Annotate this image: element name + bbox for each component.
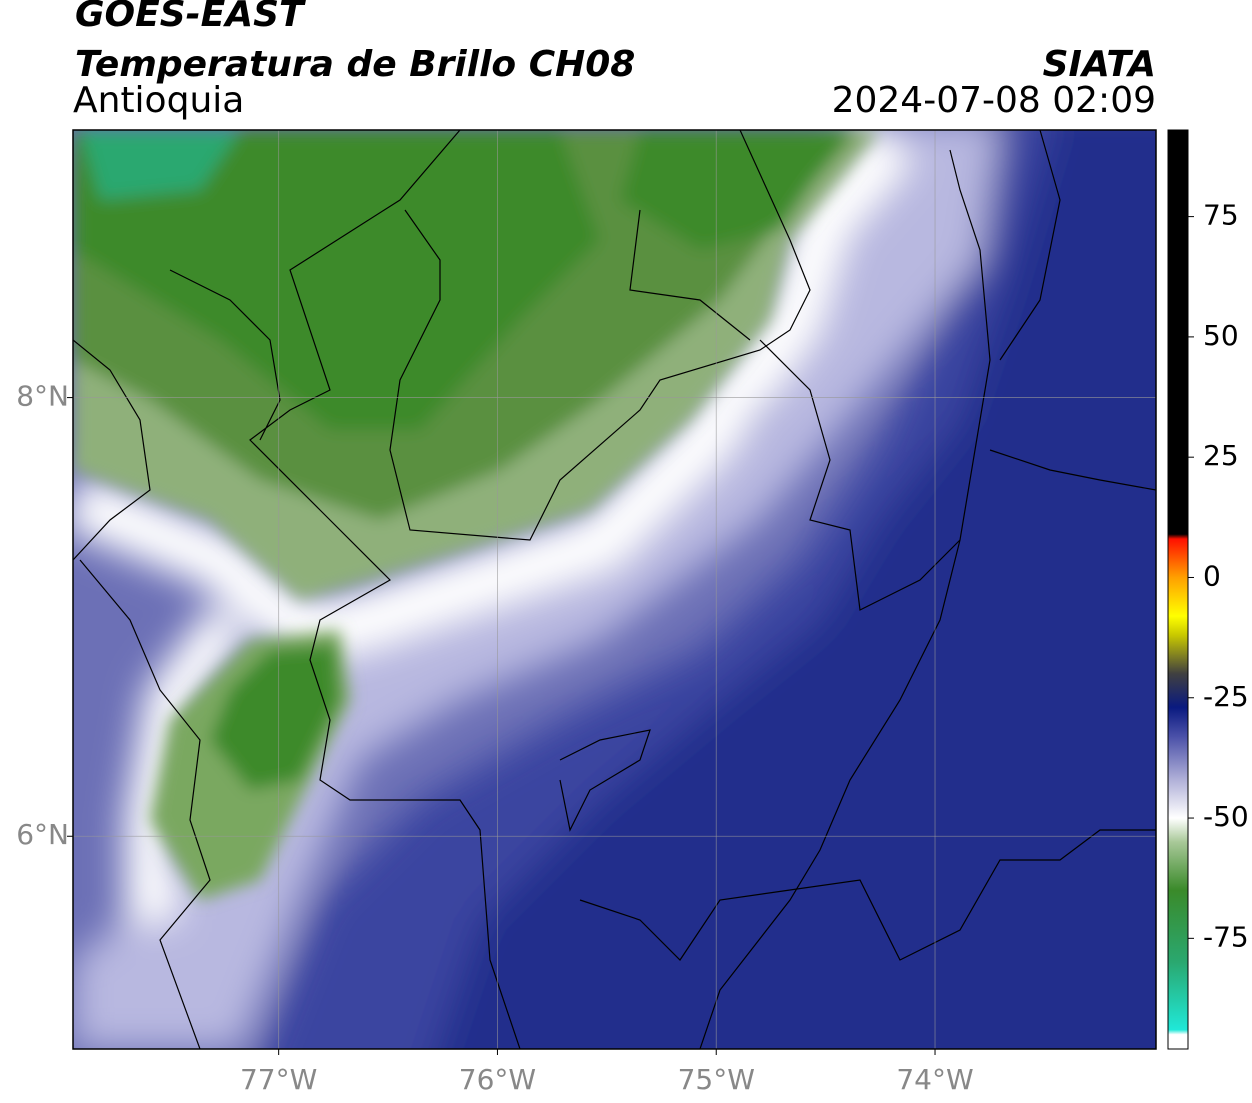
datetime: 2024-07-08 02:09 <box>832 80 1156 121</box>
map-frame <box>72 129 1157 1050</box>
header-line: GOES-EAST <box>75 0 306 35</box>
source: SIATA <box>1043 44 1156 85</box>
colorbar-tick-label: 25 <box>1203 439 1239 472</box>
colorbar-tick-label: -25 <box>1203 680 1249 713</box>
region: Antioquia <box>73 80 244 121</box>
boundaries <box>73 130 1156 1049</box>
satellite-image <box>73 130 1156 1049</box>
colorbar-tick-label: 75 <box>1203 199 1239 232</box>
colorbar <box>1167 129 1189 1050</box>
x-tick-label: 76°W <box>459 1063 536 1096</box>
x-tick-label: 75°W <box>678 1063 755 1096</box>
colorbar-tick-label: -50 <box>1203 800 1249 833</box>
colorbar-tick-label: -75 <box>1203 920 1249 953</box>
x-tick-label: 74°W <box>896 1063 973 1096</box>
title: Temperatura de Brillo CH08 <box>75 44 635 85</box>
x-tick-label: 77°W <box>240 1063 317 1096</box>
grid <box>73 130 1156 1049</box>
y-tick-label: 6°N <box>16 818 69 851</box>
colorbar-tick-label: 0 <box>1203 559 1221 592</box>
y-tick-label: 8°N <box>16 380 69 413</box>
colorbar-tick-label: 50 <box>1203 319 1239 352</box>
